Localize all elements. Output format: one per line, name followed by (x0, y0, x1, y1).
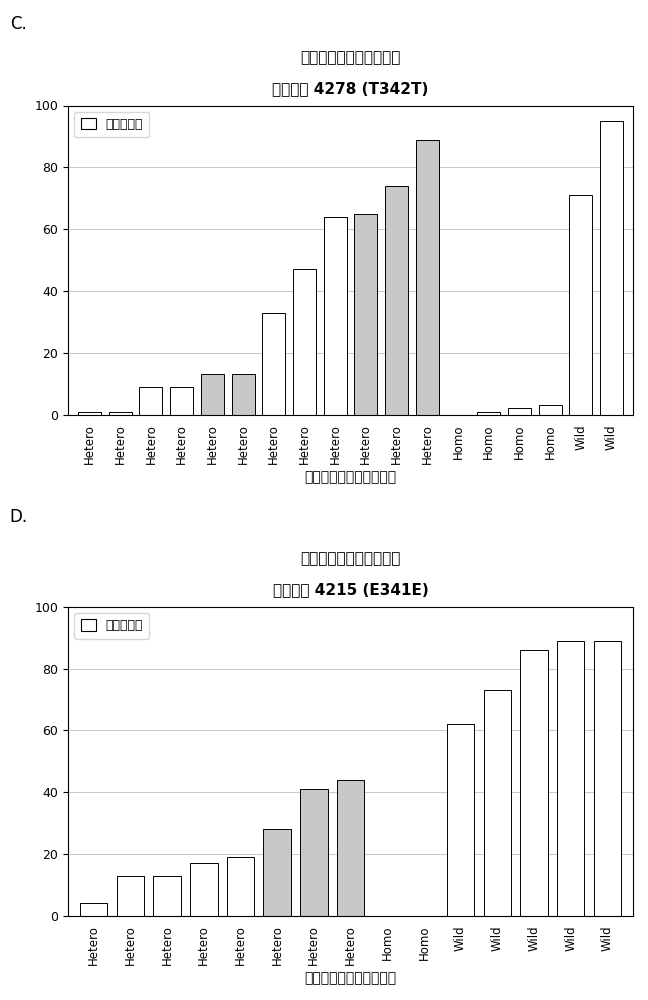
Bar (262, 313, 285, 415)
Bar (80, 903, 108, 916)
Bar (538, 405, 562, 415)
X-axis label: 具有不同突变状态的品系: 具有不同突变状态的品系 (305, 470, 397, 484)
Bar (354, 214, 377, 415)
X-axis label: 具有不同突变状态的品系: 具有不同突变状态的品系 (305, 971, 397, 985)
Text: C.: C. (10, 15, 27, 33)
Bar (557, 641, 584, 916)
Bar (416, 140, 439, 415)
Bar (109, 412, 132, 415)
Bar (231, 374, 255, 415)
Bar (447, 724, 474, 916)
Bar (263, 829, 291, 916)
Bar (520, 650, 548, 916)
Bar (477, 412, 500, 415)
Bar (570, 195, 592, 415)
Bar (600, 121, 623, 415)
Bar (508, 408, 531, 415)
Legend: 转变百分比: 转变百分比 (75, 112, 149, 137)
Bar (594, 641, 621, 916)
Legend: 转变百分比: 转变百分比 (75, 613, 149, 639)
Bar (154, 876, 181, 916)
Bar (300, 789, 328, 916)
Bar (117, 876, 144, 916)
Bar (293, 269, 316, 415)
Bar (323, 217, 347, 415)
Text: 突变品系 4278 (T342T): 突变品系 4278 (T342T) (272, 81, 429, 96)
Text: 突变状态和烟碱转变水平: 突变状态和烟碱转变水平 (300, 552, 400, 567)
Bar (201, 374, 224, 415)
Bar (139, 387, 163, 415)
Bar (78, 412, 101, 415)
Bar (385, 186, 408, 415)
Bar (227, 857, 254, 916)
Text: 突变品系 4215 (E341E): 突变品系 4215 (E341E) (273, 582, 428, 597)
Bar (337, 780, 364, 916)
Bar (170, 387, 193, 415)
Text: 突变状态和烟碱转变水平: 突变状态和烟碱转变水平 (300, 50, 400, 65)
Bar (483, 690, 511, 916)
Bar (190, 863, 218, 916)
Text: D.: D. (10, 508, 28, 526)
